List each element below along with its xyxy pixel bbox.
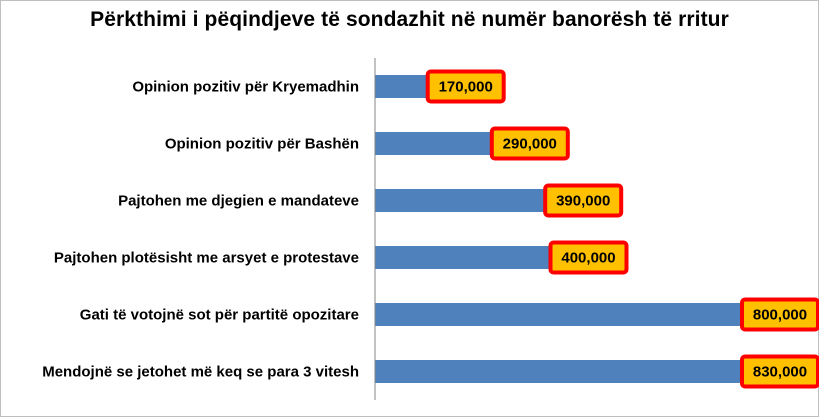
category-labels: Opinion pozitiv për Kryemadhin Opinion po… <box>42 79 359 381</box>
category-label: Opinion pozitiv për Bashën <box>165 136 359 153</box>
data-label-box <box>543 183 624 218</box>
category-label: Pajtohen plotësisht me arsyet e protesta… <box>54 250 359 267</box>
data-label: 800,000 <box>753 307 807 324</box>
category-label: Mendojnë se jetohet më keq se para 3 vit… <box>42 364 359 381</box>
data-label-box <box>425 69 506 104</box>
bars-layer <box>375 75 818 383</box>
data-label: 400,000 <box>561 250 615 267</box>
chart-title: Përkthimi i pëqindjeve të sondazhit në n… <box>90 8 729 31</box>
data-label: 290,000 <box>503 136 557 153</box>
value-labels: 170,000 290,000 390,000 400,000 800,000 830,0… <box>425 69 819 389</box>
bar <box>375 360 818 383</box>
bar <box>375 303 802 326</box>
data-label-box <box>548 240 629 275</box>
bar <box>375 189 584 212</box>
bar <box>375 246 589 269</box>
data-label: 390,000 <box>556 193 610 210</box>
data-label-box <box>740 297 819 332</box>
category-label: Opinion pozitiv për Kryemadhin <box>132 79 359 96</box>
data-label: 830,000 <box>753 364 807 381</box>
data-label-box <box>489 126 570 161</box>
category-label: Pajtohen me djegien e mandateve <box>118 193 359 210</box>
data-label: 170,000 <box>439 79 493 96</box>
data-label-box <box>740 354 819 389</box>
category-label: Gati të votojnë sot për partitë opozitar… <box>80 307 359 324</box>
